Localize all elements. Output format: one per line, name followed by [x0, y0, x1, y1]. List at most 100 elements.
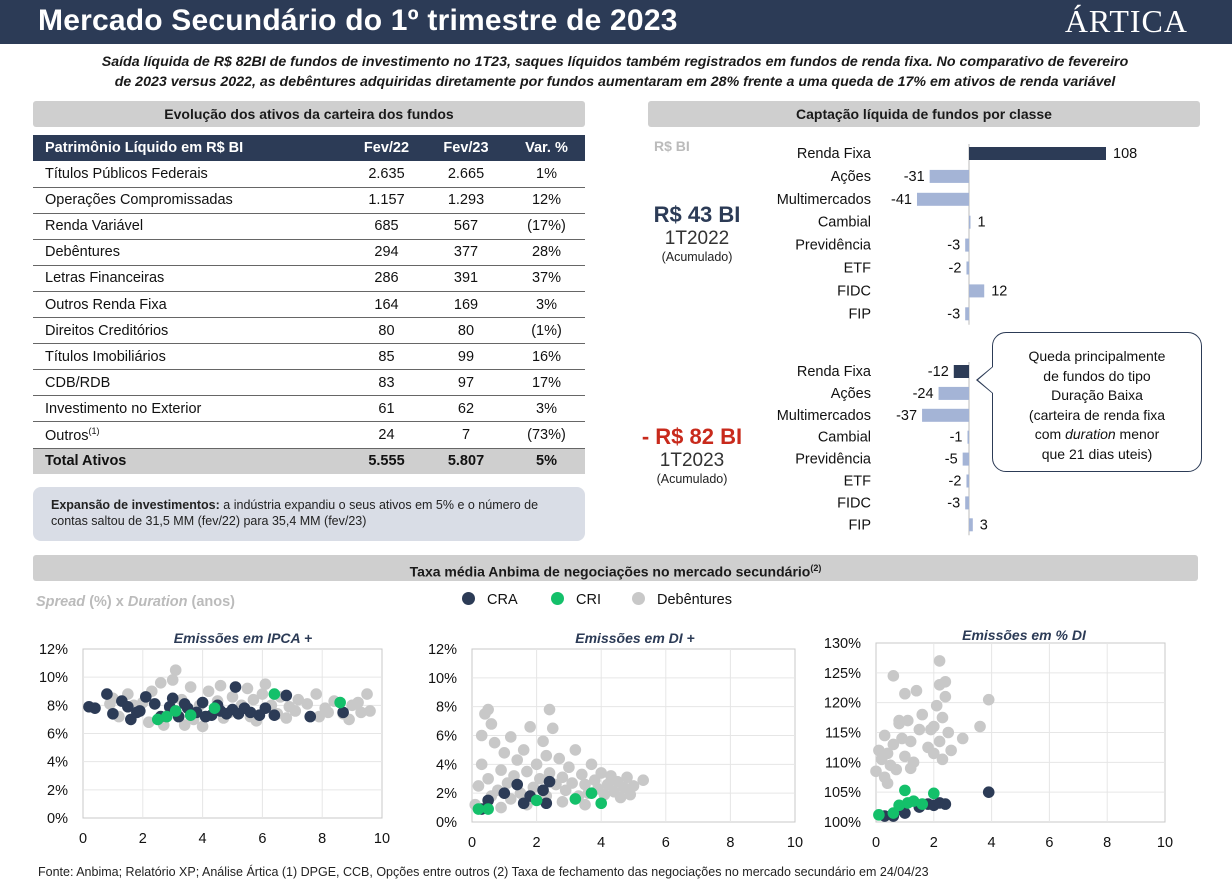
scatter-4: Emissões em % DI 100% 105% 110% 115% 120% 125%… — [824, 627, 1173, 851]
bar — [966, 474, 969, 488]
table-cell: 17% — [508, 369, 585, 397]
callout-line-2: de fundos do tipo — [1043, 367, 1151, 384]
table-cell: (17%) — [508, 213, 585, 240]
table-cell: 1.293 — [424, 187, 508, 214]
category-label: Cambial — [818, 430, 871, 446]
bar — [953, 365, 969, 378]
point-debêntures — [890, 763, 903, 776]
kpi-2022-note: (Acumulado) — [661, 250, 733, 264]
category-label: Ações — [831, 386, 871, 402]
point-debêntures — [259, 678, 272, 691]
callout-line-6: que 21 dias uteis) — [1041, 445, 1153, 462]
scatter-3: Emissões em DI + 0% 2% 4% 6% 8% 10% 12% 0 2 4 6 8 10 — [428, 630, 803, 851]
value-label: 108 — [1113, 146, 1137, 162]
artica-logo: ÁRTICA — [1064, 3, 1188, 39]
point-debêntures — [893, 714, 905, 727]
table-cell: 28% — [508, 239, 585, 266]
point-debêntures — [301, 698, 314, 710]
table-cell: 3% — [508, 395, 585, 423]
point-cra — [139, 691, 152, 703]
bar — [965, 238, 969, 252]
point-debêntures — [495, 801, 507, 814]
x-tick-label: 2 — [930, 835, 938, 851]
point-debêntures — [355, 706, 367, 719]
callout-box: Queda principalmente de fundos do tipo D… — [992, 332, 1202, 472]
y-tick-label: 6% — [436, 729, 457, 745]
kpi-2022: R$ 43 BI 1T2022 (Acumulado) — [637, 202, 757, 264]
point-debêntures — [637, 774, 649, 786]
legend-item-cra: CRA — [462, 592, 518, 608]
point-debêntures — [196, 720, 209, 733]
table-cell: 164 — [349, 291, 424, 319]
total-cell: Total Ativos — [33, 448, 349, 475]
expansion-info-box: Expansão de investimentos: a indústria e… — [33, 487, 585, 541]
y-tick-label: 10% — [428, 671, 457, 687]
value-label: -24 — [913, 386, 934, 402]
table-cell: 85 — [349, 343, 424, 371]
category-label: Previdência — [795, 452, 872, 468]
secondary-title-sup: (2) — [810, 563, 822, 573]
table-row: Operações Compromissadas 1.157 1.293 12% — [33, 187, 585, 214]
point-debêntures — [475, 729, 488, 742]
bar — [916, 192, 969, 206]
y-tick-label: 4% — [47, 755, 68, 771]
point-cra — [280, 689, 293, 702]
legend-label: CRA — [487, 592, 518, 608]
point-cri — [916, 798, 929, 810]
point-debêntures — [475, 758, 488, 771]
x-tick-label: 4 — [988, 835, 996, 851]
info-text: a indústria expandiu o seus ativos em 5%… — [51, 498, 539, 528]
point-debêntures — [945, 744, 957, 757]
point-debêntures — [939, 675, 952, 688]
captacao-unit: R$ BI — [654, 138, 690, 154]
info-bold: Expansão de investimentos: — [51, 498, 220, 512]
y-tick-label: 8% — [436, 700, 457, 716]
point-cra — [543, 775, 556, 788]
x-tick-label: 6 — [1045, 835, 1053, 851]
point-cri — [184, 709, 197, 721]
point-debêntures — [178, 719, 191, 731]
x-tick-label: 2 — [139, 831, 147, 847]
total-row: Total Ativos 5.555 5.807 5% — [33, 448, 585, 475]
point-cri — [928, 787, 940, 800]
point-debêntures — [292, 693, 305, 706]
point-debêntures — [352, 696, 364, 709]
point-debêntures — [901, 714, 914, 727]
bar — [965, 307, 969, 321]
value-label: 1 — [978, 215, 986, 231]
x-tick-label: 4 — [199, 831, 207, 847]
point-debêntures — [543, 767, 556, 779]
callout-line-4: (carteira de renda fixa — [1028, 406, 1166, 423]
table-cell: CDB/RDB — [33, 369, 349, 397]
point-cra — [259, 702, 272, 714]
point-cra — [498, 787, 511, 799]
y-tick-label: 125% — [824, 666, 861, 682]
category-label: FIP — [848, 306, 871, 322]
table-cell: 80 — [349, 317, 424, 345]
point-debêntures — [956, 732, 969, 745]
table-cell: 2.665 — [424, 161, 508, 188]
scatter-title: Emissões em % DI — [962, 627, 1087, 643]
x-tick-label: 8 — [318, 831, 326, 847]
axis-label-mid: (%) x — [85, 594, 128, 610]
y-tick-label: 100% — [824, 815, 861, 831]
callout-l5b: duration — [1065, 426, 1116, 442]
table-cell: 99 — [424, 343, 508, 371]
point-debêntures — [104, 698, 116, 710]
table-cell: (1%) — [508, 317, 585, 345]
total-cell: 5.555 — [349, 448, 424, 475]
point-cri — [585, 787, 598, 799]
point-cri — [873, 809, 885, 821]
category-label: Previdência — [795, 238, 872, 254]
y-tick-label: 105% — [824, 785, 861, 801]
point-debêntures — [495, 764, 507, 776]
point-cri — [530, 794, 543, 807]
point-cri — [472, 803, 485, 815]
kpi-2023-note: (Acumulado) — [656, 472, 728, 486]
table-row: Letras Financeiras 286 391 37% — [33, 265, 585, 292]
point-debêntures — [887, 738, 900, 751]
bar-chart-1T2023: Renda Fixa -12 Ações -24 Multimercados -37 Cam… — [777, 362, 988, 536]
point-debêntures — [881, 777, 894, 790]
table-cell: 169 — [424, 291, 508, 319]
